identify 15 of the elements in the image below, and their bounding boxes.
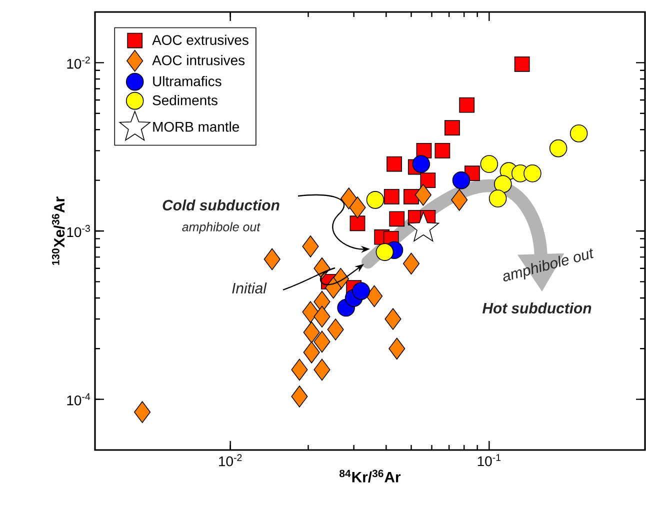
y-axis-title: $^{130}$Xe/$^{36}$Ar (52, 196, 65, 265)
annotation: Initial (232, 282, 267, 294)
x-axis-title: $^{84}$Kr/$^{36}$Ar (340, 470, 401, 483)
annotation: amphibole out (182, 222, 261, 234)
y-tick-label: 10$^{-3}$ (67, 224, 90, 238)
annotation: Hot subduction (482, 302, 592, 314)
annotation: Cold subduction (162, 200, 280, 210)
y-tick-label: 10$^{-4}$ (67, 393, 90, 406)
x-tick-label: 10$^{-1}$ (478, 454, 501, 466)
legend-label: MORB mantle (153, 122, 240, 132)
y-tick-label: 10$^{-2}$ (67, 56, 90, 69)
legend-label: AOC extrusives (152, 34, 248, 45)
legend-label: Sediments (152, 95, 218, 106)
legend-label: Ultramafics (153, 76, 222, 86)
legend-label: AOC intrusives (152, 55, 245, 66)
